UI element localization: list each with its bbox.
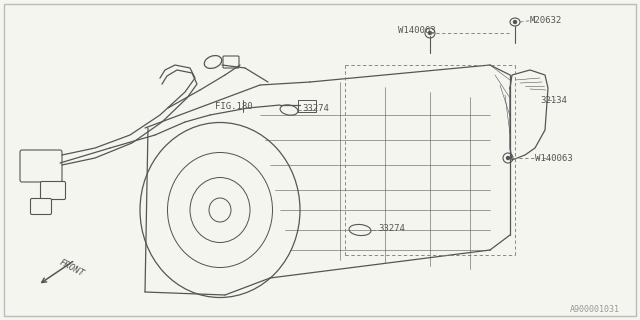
FancyBboxPatch shape — [223, 56, 239, 68]
Text: 33274: 33274 — [302, 103, 329, 113]
Bar — [298, 100, 316, 112]
Text: 32134: 32134 — [540, 95, 567, 105]
Circle shape — [513, 20, 516, 23]
Text: FIG.180: FIG.180 — [215, 102, 253, 111]
Text: M20632: M20632 — [530, 15, 563, 25]
Circle shape — [429, 31, 431, 35]
FancyBboxPatch shape — [40, 181, 65, 199]
Text: FRONT: FRONT — [58, 258, 86, 278]
Text: A900001031: A900001031 — [570, 305, 620, 314]
FancyBboxPatch shape — [20, 150, 62, 182]
Text: W140063: W140063 — [535, 154, 573, 163]
Text: W140063: W140063 — [398, 26, 436, 35]
Text: 33274: 33274 — [378, 223, 405, 233]
FancyBboxPatch shape — [31, 198, 51, 214]
Circle shape — [506, 156, 509, 159]
